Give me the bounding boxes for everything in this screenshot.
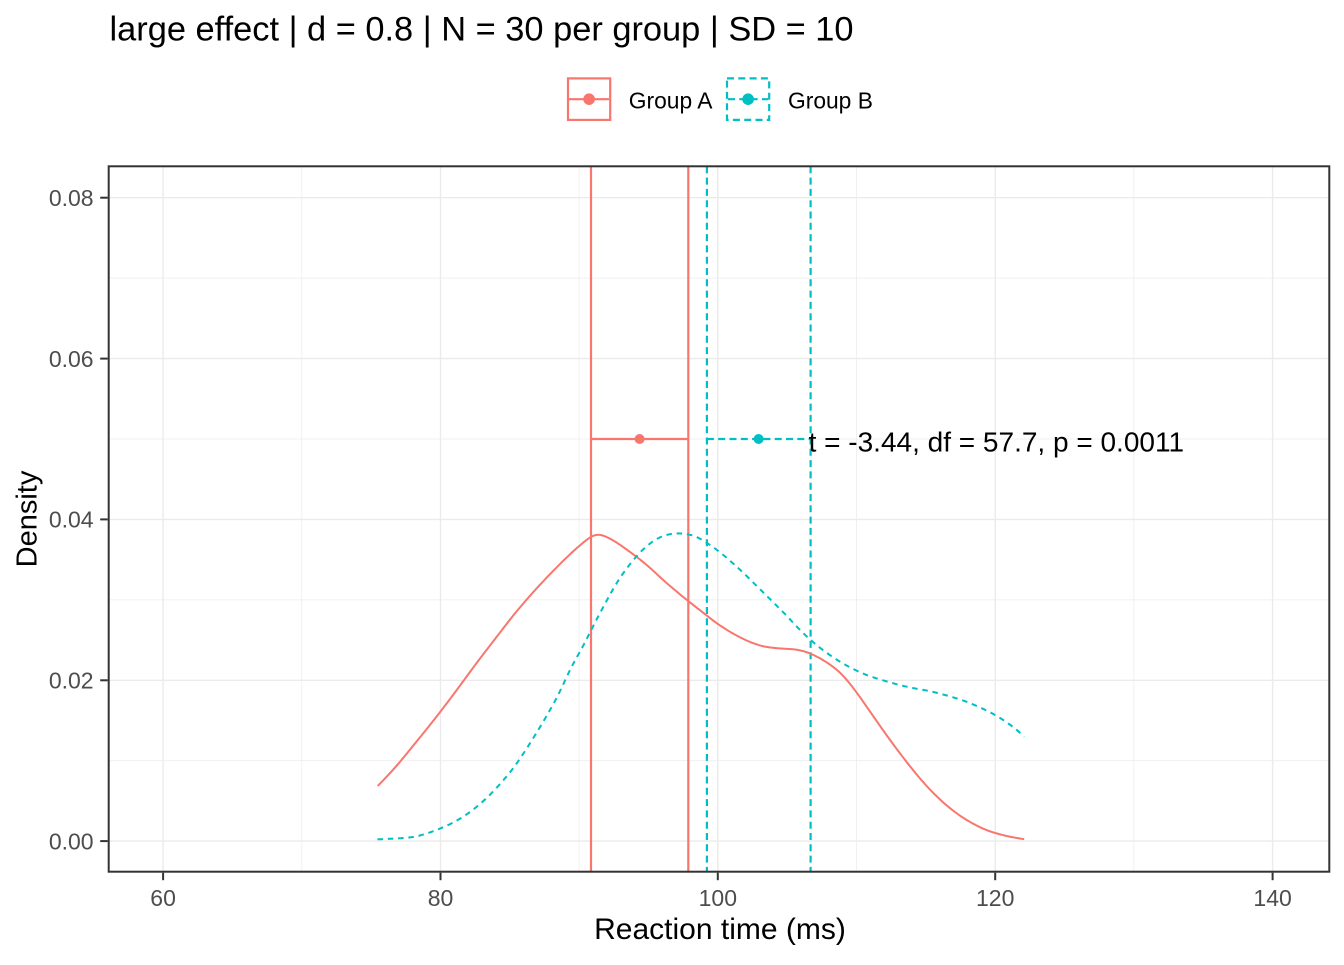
svg-text:0.02: 0.02: [49, 668, 94, 694]
svg-text:0.00: 0.00: [49, 828, 94, 854]
svg-text:0.08: 0.08: [49, 185, 94, 211]
svg-text:t = -3.44, df = 57.7, p = 0.00: t = -3.44, df = 57.7, p = 0.0011: [809, 426, 1184, 457]
svg-text:Density: Density: [12, 470, 44, 567]
svg-text:0.06: 0.06: [49, 346, 94, 372]
svg-text:Group B: Group B: [788, 88, 873, 114]
svg-text:0.04: 0.04: [49, 507, 94, 533]
svg-text:100: 100: [699, 885, 737, 911]
svg-text:140: 140: [1253, 885, 1291, 911]
svg-text:60: 60: [150, 885, 176, 911]
svg-text:Reaction time (ms): Reaction time (ms): [594, 913, 846, 946]
svg-text:80: 80: [428, 885, 454, 911]
svg-text:Group A: Group A: [629, 88, 713, 114]
svg-text:large effect | d = 0.8 | N = 3: large effect | d = 0.8 | N = 30 per grou…: [110, 10, 854, 48]
svg-text:120: 120: [976, 885, 1014, 911]
